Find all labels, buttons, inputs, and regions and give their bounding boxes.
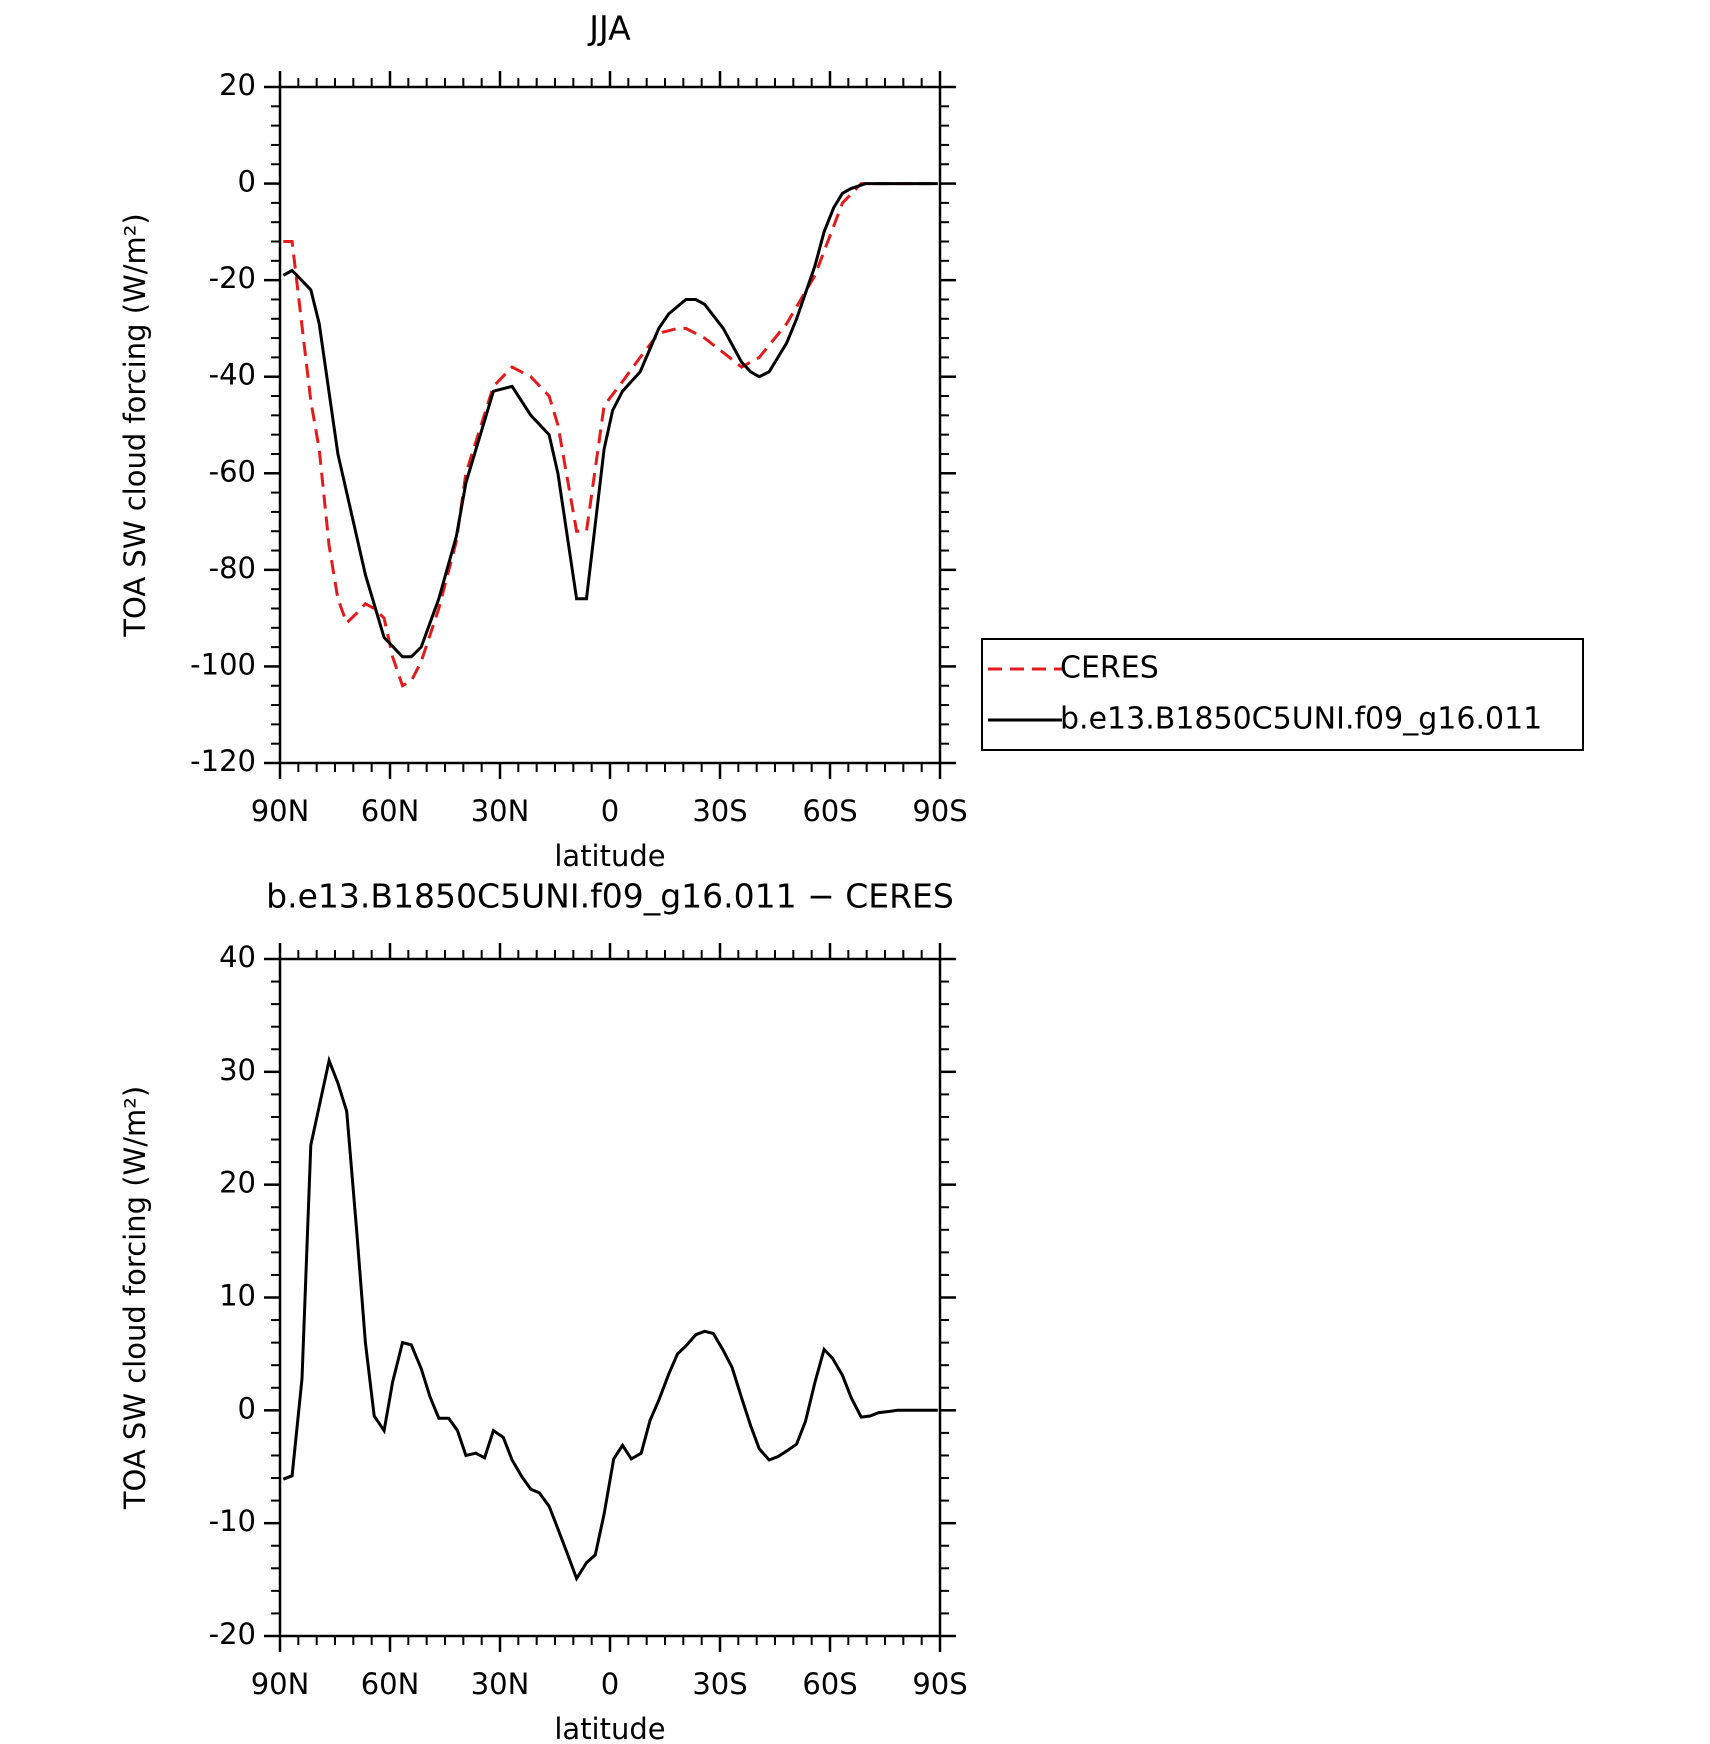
y-tick-label: 20 bbox=[219, 1166, 256, 1200]
x-tick-label: 60N bbox=[361, 1667, 420, 1701]
x-tick-label: 90N bbox=[251, 1667, 310, 1701]
chart-title: b.e13.B1850C5UNI.f09_g16.011 − CERES bbox=[266, 877, 954, 916]
y-tick-label: -100 bbox=[190, 647, 256, 681]
y-tick-label: 0 bbox=[238, 165, 256, 199]
plot-frame bbox=[278, 85, 942, 765]
x-tick-label: 0 bbox=[601, 794, 619, 828]
y-tick-label: 0 bbox=[238, 1391, 256, 1425]
y-axis-label: TOA SW cloud forcing (W/m²) bbox=[118, 213, 152, 637]
x-tick-label: 90S bbox=[912, 1667, 967, 1701]
y-tick-label: -60 bbox=[209, 454, 256, 488]
y-tick-label: 30 bbox=[219, 1053, 256, 1087]
y-axis-label: TOA SW cloud forcing (W/m²) bbox=[118, 1086, 152, 1510]
x-tick-label: 90N bbox=[251, 794, 310, 828]
data-line bbox=[282, 182, 938, 659]
x-tick-label: 60N bbox=[361, 794, 420, 828]
data-line bbox=[283, 182, 938, 688]
x-tick-label: 0 bbox=[601, 1667, 619, 1701]
x-tick-label: 30N bbox=[471, 1667, 530, 1701]
y-tick-label: -40 bbox=[209, 358, 256, 392]
y-tick-label: -10 bbox=[209, 1504, 256, 1538]
y-tick-label: -80 bbox=[209, 551, 256, 585]
x-tick-label: 30N bbox=[471, 794, 530, 828]
chart-title: JJA bbox=[587, 9, 631, 48]
x-tick-label: 30S bbox=[692, 1667, 747, 1701]
data-line bbox=[282, 1055, 938, 1582]
legend-box bbox=[981, 638, 1584, 751]
y-tick-label: -120 bbox=[190, 744, 256, 778]
y-tick-label: 40 bbox=[219, 940, 256, 974]
plot-frame bbox=[278, 957, 942, 1638]
x-tick-label: 60S bbox=[802, 1667, 857, 1701]
x-axis-label: latitude bbox=[554, 839, 665, 873]
x-tick-label: 90S bbox=[912, 794, 967, 828]
legend-label: b.e13.B1850C5UNI.f09_g16.011 bbox=[1060, 702, 1542, 737]
y-tick-label: -20 bbox=[209, 1617, 256, 1651]
x-tick-label: 30S bbox=[692, 794, 747, 828]
y-tick-label: 20 bbox=[219, 68, 256, 102]
legend-label: CERES bbox=[1060, 651, 1159, 686]
y-tick-label: -20 bbox=[209, 261, 256, 295]
x-axis-label: latitude bbox=[554, 1712, 665, 1740]
x-tick-label: 60S bbox=[802, 794, 857, 828]
y-tick-label: 10 bbox=[219, 1279, 256, 1313]
